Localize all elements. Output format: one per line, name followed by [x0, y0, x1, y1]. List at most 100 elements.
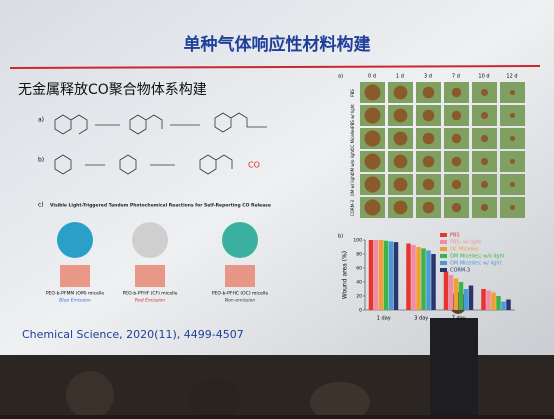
bar: [491, 292, 496, 310]
wound: [510, 182, 515, 187]
day-label: 0 d: [368, 74, 376, 80]
bar: [416, 247, 421, 310]
citation: Chemical Science, 2020(11), 4499-4507: [22, 328, 244, 341]
bar: [486, 290, 491, 310]
wound: [393, 154, 408, 169]
legend-swatch: [440, 254, 447, 258]
bar: [388, 241, 394, 310]
structures: [60, 265, 255, 287]
wound: [422, 155, 435, 168]
legend-label: OM Micelles; w/o light: [450, 254, 505, 260]
wound: [451, 133, 462, 144]
day-label: 7 d: [452, 74, 460, 80]
day-label: 3 d: [424, 74, 432, 80]
divider: [9, 65, 541, 69]
bar: [393, 242, 399, 310]
panel-label: a): [338, 74, 343, 80]
micelle-emission: Red Emission: [135, 298, 165, 304]
head: [189, 378, 241, 419]
panel-label: b): [338, 234, 343, 240]
row-label: PBS: [350, 89, 355, 97]
wound: [480, 203, 489, 212]
micelle: [57, 222, 93, 258]
micelle-name: PEO-b-PFHF (CF) micelle: [123, 291, 178, 297]
legend-label: PBS: [450, 233, 460, 239]
wound: [451, 179, 462, 190]
wound: [480, 88, 489, 97]
bar: [501, 301, 506, 310]
micelle-emission: Blue Emission: [59, 298, 91, 304]
wound: [510, 113, 515, 118]
speaker: [430, 318, 478, 415]
wound: [422, 132, 435, 145]
y-tick-label: 100: [353, 238, 362, 244]
wound: [422, 109, 435, 122]
wound: [364, 176, 381, 193]
wound: [393, 85, 408, 100]
bar: [421, 248, 426, 310]
scheme-heading: Visible Light-Triggered Tandem Photochem…: [50, 203, 271, 209]
wound: [364, 84, 381, 101]
panel-label: b): [38, 157, 44, 164]
y-tick-label: 60: [356, 266, 362, 272]
wound: [451, 156, 462, 167]
wound: [364, 107, 381, 124]
wound: [451, 202, 462, 213]
y-tick-label: 0: [359, 308, 362, 314]
legend-swatch: [440, 268, 447, 272]
micelle: [222, 222, 258, 258]
wound: [422, 86, 435, 99]
head: [310, 382, 370, 419]
legend-swatch: [440, 233, 447, 237]
legend-label: OC Micelles: [450, 247, 479, 253]
wound: [451, 110, 462, 121]
wound: [510, 205, 515, 210]
co-label: CO: [248, 161, 260, 170]
panel-label: a): [38, 117, 44, 124]
wound: [364, 130, 381, 147]
bar: [481, 289, 486, 310]
wound: [480, 111, 489, 120]
wound: [510, 136, 515, 141]
bar: [378, 240, 384, 310]
wound: [422, 178, 435, 191]
bar: [496, 296, 501, 310]
wound: [451, 87, 462, 98]
legend-label: CORM-3: [450, 268, 470, 274]
y-axis-label: Wound area (%): [342, 251, 349, 299]
bar: [448, 275, 454, 310]
micelle-name: PEO-b-PFMM (OM) micelle: [46, 291, 105, 297]
bar: [373, 240, 379, 310]
legend-swatch: [440, 240, 447, 244]
y-tick-label: 80: [356, 252, 362, 258]
micelle-emission: Non-emission: [225, 298, 256, 304]
day-label: 10 d: [478, 74, 489, 80]
bar: [383, 240, 389, 310]
bar: [406, 243, 411, 310]
bar: [411, 244, 416, 310]
bar: [368, 240, 374, 310]
x-tick-label: 1 day: [377, 316, 391, 322]
day-label: 1 d: [396, 74, 404, 80]
bar: [506, 299, 511, 310]
slide-title: 单种气体响应性材料构建: [184, 34, 371, 55]
panel-label: c): [38, 202, 44, 209]
wound: [480, 180, 489, 189]
bar: [468, 285, 474, 310]
legend-swatch: [440, 261, 447, 265]
day-label: 12 d: [506, 74, 517, 80]
micelle-name: PEO-b-PFHC (OC) micelle: [212, 291, 269, 297]
wound: [393, 131, 408, 146]
y-tick-label: 40: [356, 280, 362, 286]
wound: [364, 199, 381, 216]
x-tick-label: 7 day: [452, 316, 466, 322]
wound: [510, 90, 515, 95]
x-tick-label: 3 day: [414, 316, 428, 322]
legend-label: PBS; w/ light: [450, 240, 481, 246]
wound: [393, 108, 408, 123]
row-label: OM w/ light: [350, 173, 355, 196]
bar: [453, 278, 459, 310]
wound: [422, 201, 435, 214]
wound: [480, 157, 489, 166]
